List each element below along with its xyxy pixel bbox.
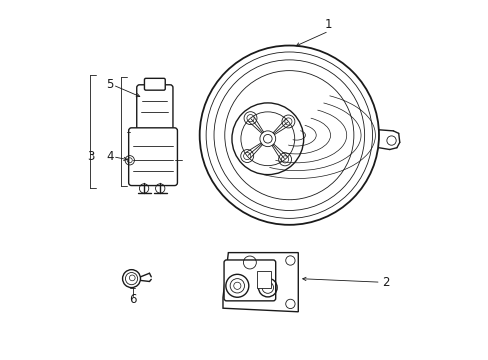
Text: 3: 3 <box>86 150 94 163</box>
Text: 5: 5 <box>106 78 114 91</box>
Text: 1: 1 <box>325 18 332 31</box>
FancyBboxPatch shape <box>224 260 275 301</box>
FancyBboxPatch shape <box>257 271 270 288</box>
Text: 4: 4 <box>106 150 114 163</box>
FancyBboxPatch shape <box>128 128 177 185</box>
FancyBboxPatch shape <box>137 85 173 132</box>
Text: 6: 6 <box>129 293 136 306</box>
FancyBboxPatch shape <box>144 78 165 90</box>
Text: 2: 2 <box>382 276 389 289</box>
Polygon shape <box>223 253 298 312</box>
